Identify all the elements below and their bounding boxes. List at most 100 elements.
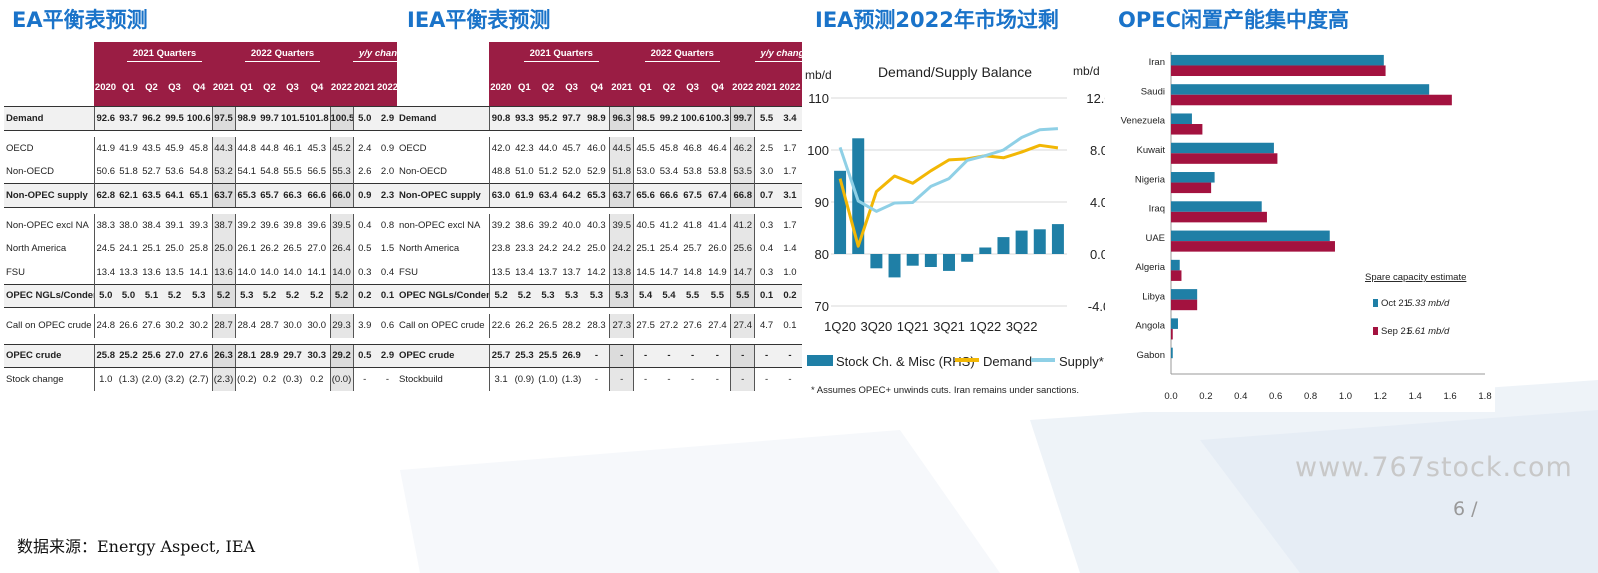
oct21-bar bbox=[1171, 54, 1384, 66]
category-label: Iraq bbox=[1149, 204, 1165, 215]
table-cell: 96.2 bbox=[140, 106, 163, 131]
stock-change-bar bbox=[979, 247, 992, 254]
table-cell: 61.9 bbox=[512, 183, 537, 208]
table-cell: 26.5 bbox=[283, 243, 302, 255]
x-tick-label: 0.2 bbox=[1199, 391, 1212, 402]
table-cell: 5.3 bbox=[583, 283, 610, 308]
table-cell: 29.7 bbox=[281, 343, 304, 368]
table-cell: 40.3 bbox=[587, 219, 606, 231]
oct21-bar bbox=[1171, 172, 1215, 183]
table-cell: 0.4 bbox=[380, 266, 395, 278]
legend-title: Spare capacity estimate bbox=[1365, 272, 1466, 283]
column-header: 2021 bbox=[754, 68, 779, 107]
table-cell: 52.9 bbox=[587, 166, 606, 177]
table-cell: 28.1 bbox=[234, 343, 258, 368]
table-cell: 38.6 bbox=[515, 219, 534, 231]
header-group-cell bbox=[489, 42, 513, 68]
table-cell: 62.8 bbox=[93, 183, 117, 208]
group-2022-quarters-label: 2022 Quarters bbox=[644, 48, 720, 62]
left-tick-label: 100 bbox=[807, 143, 829, 158]
sep21-bar bbox=[1171, 241, 1335, 252]
column-header: Q2 bbox=[140, 68, 163, 107]
oct21-bar bbox=[1171, 318, 1178, 329]
table-cell: 13.3 bbox=[119, 266, 138, 278]
table-cell: 41.4 bbox=[708, 219, 727, 231]
table-cell: 25.1 bbox=[633, 237, 658, 261]
category-label: Venezuela bbox=[1121, 116, 1166, 127]
right-tick-label: -4.0 bbox=[1088, 299, 1105, 314]
table-cell: 24.5 bbox=[93, 237, 117, 261]
row-label: Non-OPEC supply bbox=[4, 183, 94, 208]
table-cell: 66.6 bbox=[304, 183, 330, 208]
header-group-cell bbox=[94, 42, 117, 68]
table-cell: 2.9 bbox=[376, 343, 400, 368]
left-tick-label: 110 bbox=[808, 91, 829, 106]
table-row: non-OPEC excl NA 39.2 38.6 39.2 40.0 40.3 39.5… bbox=[397, 213, 802, 237]
oct21-bar bbox=[1171, 259, 1180, 271]
table-cell: 53.6 bbox=[165, 166, 184, 177]
table-cell: 5.3 bbox=[609, 283, 634, 308]
header-group-cell: y/y change bbox=[353, 42, 400, 68]
column-header: Q2 bbox=[536, 68, 560, 107]
table-row: North America 23.8 23.3 24.2 24.2 25.0 24.2 25.… bbox=[397, 237, 802, 261]
oct21-bar bbox=[1171, 289, 1198, 300]
table-cell: 65.3 bbox=[234, 183, 258, 208]
table-cell: 25.8 bbox=[93, 343, 117, 368]
table-cell: 5.3 bbox=[186, 283, 212, 308]
table-cell: 27.3 bbox=[609, 314, 634, 338]
row-label: OECD bbox=[399, 142, 427, 154]
oct21-bar bbox=[1171, 84, 1430, 95]
table-cell: 0.7 bbox=[754, 183, 779, 208]
x-tick-label: 1.2 bbox=[1374, 391, 1387, 402]
x-tick-label: 0.0 bbox=[1164, 391, 1177, 402]
sep21-bar bbox=[1171, 270, 1182, 281]
table-cell: 39.2 bbox=[234, 213, 258, 237]
table-cell: 27.6 bbox=[186, 343, 212, 368]
table-cell: 27.5 bbox=[633, 314, 658, 338]
table-cell: 100.5 bbox=[329, 106, 353, 131]
table-cell: 46.8 bbox=[683, 142, 702, 154]
table-cell: 0.4 bbox=[754, 237, 779, 261]
column-header: Q3 bbox=[680, 68, 705, 107]
header-group-cell bbox=[609, 42, 634, 68]
right-tick-label: 4.0 bbox=[1090, 195, 1105, 210]
table-cell: 38.4 bbox=[142, 219, 161, 231]
row-label: Non-OPEC excl NA bbox=[6, 219, 89, 231]
legend-series-label: Sep 21 bbox=[1381, 326, 1411, 337]
table-row: Non-OPEC supply 63.0 61.9 63.4 64.2 65.3 63.7 6… bbox=[397, 183, 802, 208]
table-cell: 1.0 bbox=[93, 367, 117, 391]
legend-series-value: 5.61 mb/d bbox=[1407, 326, 1450, 337]
table-cell: 13.7 bbox=[538, 266, 558, 278]
table-cell: 28.4 bbox=[234, 314, 258, 338]
table-cell: 53.8 bbox=[683, 166, 702, 177]
table-cell: 26.6 bbox=[119, 320, 138, 332]
table-cell: 13.7 bbox=[562, 266, 581, 278]
table-cell: 14.0 bbox=[283, 266, 302, 278]
table-cell: 14.9 bbox=[708, 266, 727, 278]
table-cell: (1.3) bbox=[561, 374, 582, 385]
table-cell: 98.9 bbox=[583, 106, 610, 131]
table-cell: 27.4 bbox=[708, 320, 727, 332]
legend-sep21-swatch bbox=[1373, 327, 1378, 335]
table-cell: (2.0) bbox=[141, 374, 162, 385]
row-label: OPEC NGLs/Condensates bbox=[397, 283, 489, 308]
x-tick-label: 0.6 bbox=[1269, 391, 1282, 402]
table-cell: 3.1 bbox=[488, 367, 513, 391]
table-cell: 44.8 bbox=[234, 136, 258, 160]
left-tick-label: 90 bbox=[815, 195, 829, 210]
header-group-cell: 2022 Quarters bbox=[633, 42, 731, 68]
category-label: Nigeria bbox=[1135, 174, 1166, 185]
row-label: Demand bbox=[397, 106, 489, 131]
table-cell: 5.5 bbox=[754, 106, 779, 131]
ea-section-title: EA平衡表预测 bbox=[12, 8, 148, 32]
spare-capacity-chart: Iran Saudi Venezuela Kuwait Nigeria Iraq UAE Al… bbox=[1115, 38, 1495, 412]
category-label: UAE bbox=[1145, 233, 1165, 244]
table-cell: (0.2) bbox=[234, 367, 258, 391]
table-cell: 14.0 bbox=[260, 266, 279, 278]
table-cell: 14.8 bbox=[683, 266, 702, 278]
table-cell: 13.8 bbox=[609, 260, 634, 284]
table-cell: (2.7) bbox=[188, 374, 209, 385]
sep21-bar bbox=[1171, 65, 1386, 77]
table-cell: 0.9 bbox=[352, 183, 376, 208]
column-header: 2020 bbox=[94, 68, 117, 107]
